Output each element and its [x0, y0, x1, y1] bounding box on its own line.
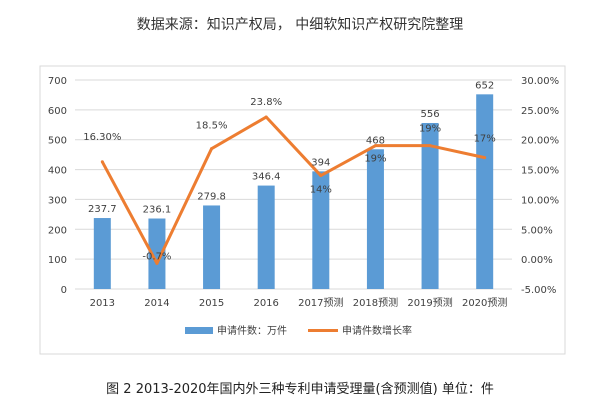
left-axis-tick: 300 — [48, 195, 67, 206]
right-axis-tick: 25.00% — [521, 106, 559, 117]
line-data-label: 16.30% — [83, 132, 121, 143]
bar — [421, 122, 439, 289]
bar — [148, 218, 166, 289]
bar-data-label: 346.4 — [252, 172, 281, 183]
left-axis-tick: 100 — [48, 255, 67, 266]
line-point — [319, 174, 323, 178]
x-axis-tick: 2019预测 — [407, 296, 452, 309]
bar — [366, 149, 384, 289]
x-axis-tick: 2016 — [253, 298, 278, 309]
bar-data-label: 652 — [475, 80, 494, 91]
left-axis-tick: 0 — [61, 285, 67, 296]
bar-data-label: 468 — [366, 135, 385, 146]
line-data-label: 19% — [419, 124, 441, 135]
bar-data-label: 237.7 — [88, 204, 117, 215]
left-axis-tick: 400 — [48, 166, 67, 177]
x-axis-tick: 2017预测 — [298, 296, 343, 309]
x-axis-tick: 2020预测 — [462, 296, 507, 309]
right-axis-tick: 0.00% — [521, 255, 553, 266]
x-axis-tick: 2018预测 — [353, 296, 398, 309]
right-axis-tick: 10.00% — [521, 195, 559, 206]
line-data-label: 17% — [474, 134, 496, 145]
line-data-label: 18.5% — [196, 121, 228, 132]
x-axis-tick: 2013 — [90, 298, 115, 309]
line-point — [264, 115, 268, 119]
bar — [312, 171, 330, 289]
legend-bar-label: 申请件数：万件 — [217, 324, 287, 337]
right-axis-tick: 20.00% — [521, 136, 559, 147]
bar — [476, 94, 494, 290]
line-data-label: -0.7% — [142, 251, 171, 262]
line-point — [483, 156, 487, 160]
left-axis-tick: 700 — [48, 76, 67, 87]
left-axis-tick: 600 — [48, 106, 67, 117]
source-note: 数据来源：知识产权局， 中细软知识产权研究院整理 — [136, 17, 464, 33]
bar — [203, 205, 221, 289]
bar — [93, 218, 111, 289]
right-axis-tick: 15.00% — [521, 166, 559, 177]
x-axis-tick: 2015 — [199, 298, 224, 309]
bar — [257, 185, 275, 289]
line-point — [210, 147, 214, 151]
growth-rate-line — [100, 115, 486, 265]
line-point — [373, 144, 377, 148]
bar-data-label: 236.1 — [143, 205, 172, 216]
figure-caption: 图 2 2013-2020年国内外三种专利申请受理量(含预测值) 单位：件 — [106, 382, 494, 397]
combo-chart: 0 100 200 300 400 500 600 700 -5.00% 0.00% 5.00% 10… — [39, 65, 566, 355]
bar-data-label: 556 — [421, 109, 440, 120]
legend-line-label: 申请件数增长率 — [342, 324, 412, 337]
line-point — [100, 160, 104, 164]
right-axis-tick: 30.00% — [521, 76, 559, 87]
left-axis-tick: 500 — [48, 136, 67, 147]
legend-bar-swatch — [185, 327, 213, 334]
line-data-label: 23.8% — [250, 97, 282, 108]
right-axis-tick: -5.00% — [521, 285, 556, 296]
bar-data-label: 394 — [311, 157, 330, 168]
line-data-label: 19% — [364, 154, 386, 165]
bar-data-label: 279.8 — [197, 191, 226, 202]
x-axis-tick: 2014 — [144, 298, 169, 309]
right-axis-tick: 5.00% — [521, 225, 553, 236]
left-axis-tick: 200 — [48, 225, 67, 236]
line-data-label: 14% — [310, 185, 332, 196]
line-point — [428, 144, 432, 148]
line-point — [155, 261, 159, 265]
